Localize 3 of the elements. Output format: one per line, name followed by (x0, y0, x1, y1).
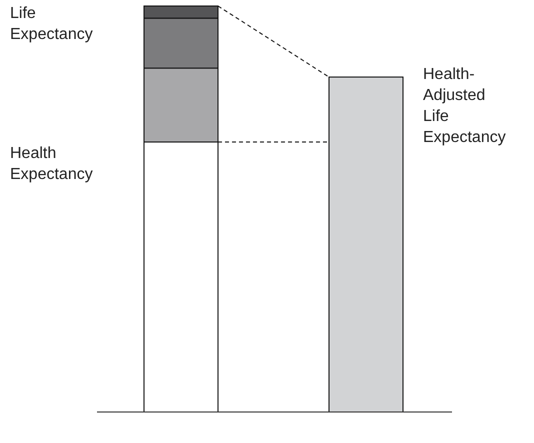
text: Life Expectancy (10, 5, 93, 43)
text: Health Expectancy (10, 145, 93, 184)
annotation: Health-Adjusted Life Expectancy (423, 66, 506, 146)
